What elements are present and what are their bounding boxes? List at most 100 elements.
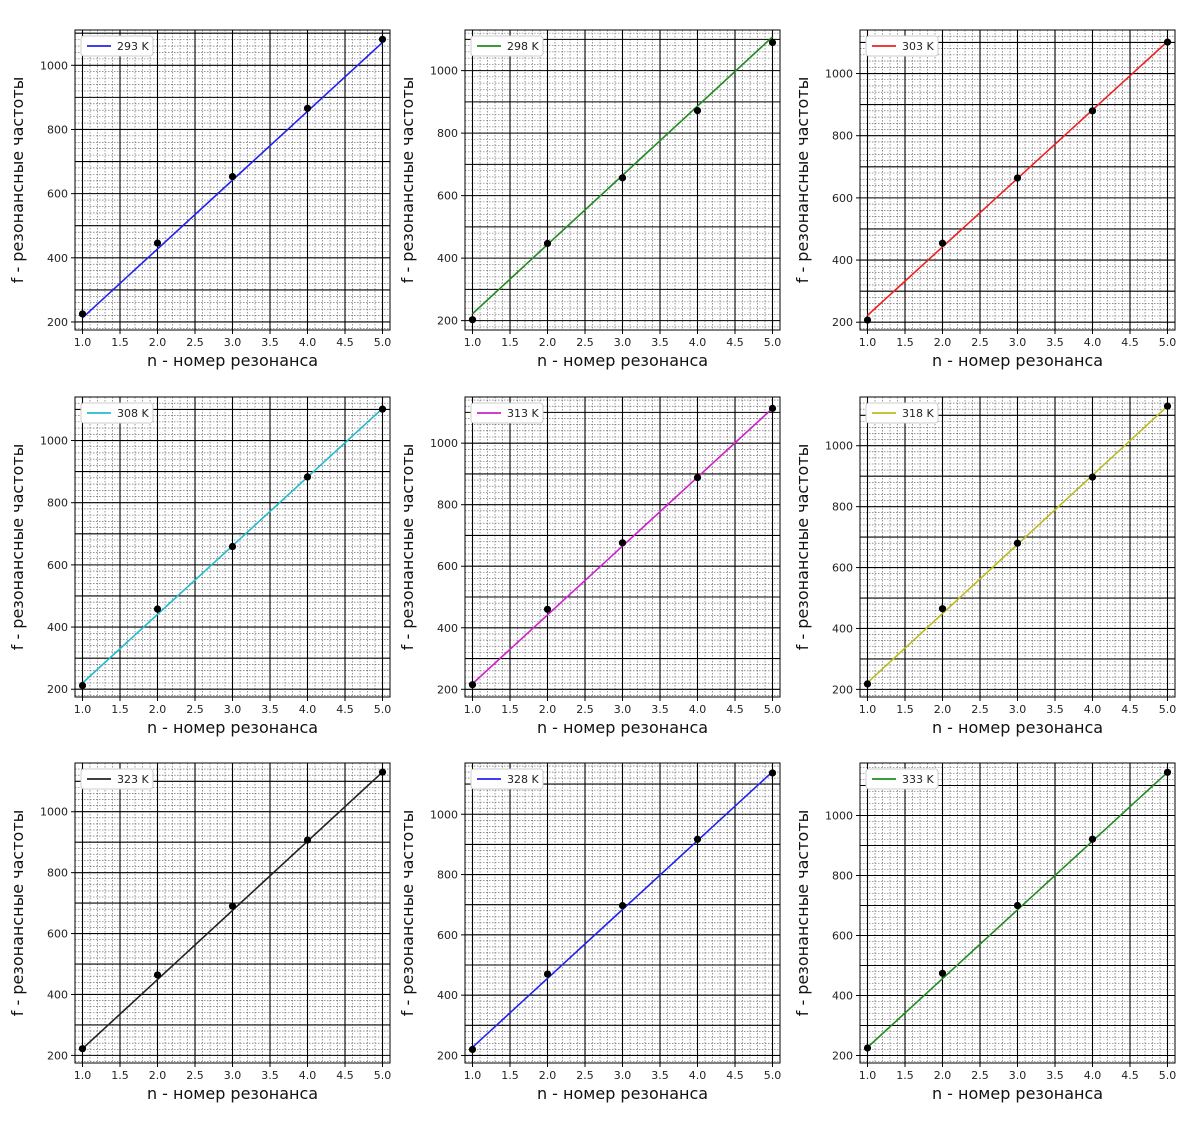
x-axis-label: n - номер резонанса	[932, 1084, 1103, 1103]
plot-area: 1.0 1.5 2.0 2.5 3.0 3.5 4.0 4.5 5.0 200 400 600 800 1…	[793, 29, 1176, 370]
chart-panel: 1.0 1.5 2.0 2.5 3.0 3.5 4.0 4.5 5.0 200 400 600 800 1…	[5, 753, 410, 1113]
x-tick-label: 4.5	[1121, 703, 1139, 716]
chart-svg: 1.0 1.5 2.0 2.5 3.0 3.5 4.0 4.5 5.0 200 400 600 800 1…	[8, 762, 392, 1103]
x-tick-label: 2.5	[576, 1069, 594, 1082]
chart-panel: 1.0 1.5 2.0 2.5 3.0 3.5 4.0 4.5 5.0 200 400 600 800 1…	[790, 387, 1195, 747]
series-line	[81, 771, 384, 1050]
legend-label: 313 K	[507, 407, 539, 420]
legend: 298 K	[470, 35, 544, 57]
data-point	[768, 404, 777, 412]
y-tick-label: 200	[47, 683, 68, 696]
y-tick-label: 400	[437, 622, 458, 635]
data-point	[693, 474, 702, 482]
y-tick-label: 800	[437, 127, 458, 140]
y-tick-label: 200	[437, 683, 458, 696]
plot-area: 1.0 1.5 2.0 2.5 3.0 3.5 4.0 4.5 5.0 200 400 600 800 1…	[8, 762, 392, 1103]
x-tick-label: 4.0	[689, 703, 707, 716]
chart-svg: 1.0 1.5 2.0 2.5 3.0 3.5 4.0 4.5 5.0 200 400 600 800 1…	[793, 762, 1176, 1103]
x-axis-label: n - номер резонанса	[147, 718, 318, 737]
x-tick-label: 1.0	[859, 703, 877, 716]
x-tick-label: 5.0	[764, 703, 782, 716]
x-tick-label: 1.0	[859, 336, 877, 349]
y-tick-label: 600	[47, 559, 68, 572]
data-point	[378, 35, 387, 43]
data-point	[693, 107, 702, 115]
x-tick-label: 2.0	[934, 336, 952, 349]
x-tick-label: 3.0	[1009, 703, 1027, 716]
y-tick-label: 600	[437, 190, 458, 203]
data-point	[1163, 402, 1172, 410]
x-tick-label: 3.0	[224, 336, 242, 349]
chart-panel: 1.0 1.5 2.0 2.5 3.0 3.5 4.0 4.5 5.0 200 400 600 800 1…	[395, 753, 800, 1113]
x-tick-label: 3.5	[1046, 336, 1064, 349]
data-point	[468, 316, 477, 324]
x-tick-label: 2.0	[149, 703, 167, 716]
y-tick-label: 800	[47, 123, 68, 136]
plot-area: 1.0 1.5 2.0 2.5 3.0 3.5 4.0 4.5 5.0 200 400 600 800 1…	[398, 29, 781, 370]
data-point	[378, 405, 387, 413]
legend: 313 K	[470, 402, 544, 424]
x-tick-label: 1.5	[111, 1069, 129, 1082]
x-tick-label: 2.5	[186, 336, 204, 349]
chart-svg: 1.0 1.5 2.0 2.5 3.0 3.5 4.0 4.5 5.0 200 400 600 800 1…	[793, 29, 1176, 370]
y-tick-label: 400	[437, 989, 458, 1002]
x-tick-label: 5.0	[374, 1069, 392, 1082]
legend: 303 K	[865, 35, 939, 57]
x-tick-label: 4.0	[1084, 336, 1102, 349]
x-axis-label: n - номер резонанса	[147, 1084, 318, 1103]
legend-box	[470, 35, 544, 57]
y-tick-label: 600	[437, 929, 458, 942]
data-point	[153, 239, 162, 247]
chart-panel: 1.0 1.5 2.0 2.5 3.0 3.5 4.0 4.5 5.0 200 400 600 800 1…	[790, 753, 1195, 1113]
plot-area: 1.0 1.5 2.0 2.5 3.0 3.5 4.0 4.5 5.0 200 400 600 800 1…	[793, 762, 1176, 1103]
x-tick-label: 3.0	[1009, 1069, 1027, 1082]
x-tick-label: 1.0	[74, 1069, 92, 1082]
y-tick-label: 600	[832, 192, 853, 205]
x-tick-label: 3.0	[224, 703, 242, 716]
y-tick-label: 800	[437, 869, 458, 882]
y-tick-label: 200	[832, 683, 853, 696]
data-point	[938, 239, 947, 247]
data-point	[618, 539, 627, 547]
x-tick-label: 2.5	[971, 703, 989, 716]
y-tick-label: 800	[832, 130, 853, 143]
legend-box	[470, 768, 544, 790]
x-tick-label: 2.0	[539, 336, 557, 349]
x-tick-label: 4.5	[336, 336, 354, 349]
x-tick-label: 4.5	[726, 336, 744, 349]
plot-area: 1.0 1.5 2.0 2.5 3.0 3.5 4.0 4.5 5.0 200 400 600 800 1…	[8, 29, 391, 370]
data-point	[543, 605, 552, 613]
y-axis-label: f - резонансные частоты	[793, 444, 812, 651]
data-point	[768, 769, 777, 777]
legend-box	[865, 402, 939, 424]
x-tick-label: 1.5	[501, 336, 519, 349]
data-point	[303, 473, 312, 481]
data-point	[228, 902, 237, 910]
plot-area: 1.0 1.5 2.0 2.5 3.0 3.5 4.0 4.5 5.0 200 400 600 800 1…	[8, 396, 391, 737]
data-point	[543, 970, 552, 978]
y-axis-label: f - резонансные частоты	[8, 444, 27, 651]
data-point	[228, 173, 237, 181]
data-point	[78, 1045, 87, 1053]
legend: 323 K	[80, 768, 154, 790]
x-tick-label: 4.0	[1084, 703, 1102, 716]
x-tick-label: 2.0	[934, 703, 952, 716]
y-tick-label: 200	[437, 315, 458, 328]
y-tick-label: 400	[832, 254, 853, 267]
chart-panel: 1.0 1.5 2.0 2.5 3.0 3.5 4.0 4.5 5.0 200 400 600 800 1…	[395, 387, 800, 747]
x-tick-label: 4.5	[726, 703, 744, 716]
x-tick-label: 3.5	[1046, 703, 1064, 716]
x-tick-label: 2.5	[186, 703, 204, 716]
data-point	[768, 38, 777, 47]
data-point	[863, 316, 872, 324]
x-axis-label: n - номер резонанса	[932, 718, 1103, 737]
data-point	[693, 835, 702, 843]
x-tick-label: 2.5	[576, 336, 594, 349]
y-tick-label: 200	[437, 1049, 458, 1062]
x-tick-label: 2.0	[934, 1069, 952, 1082]
y-axis-label: f - резонансные частоты	[398, 444, 417, 651]
legend-box	[80, 768, 154, 790]
legend-label: 333 K	[902, 773, 934, 786]
data-point	[153, 605, 162, 613]
